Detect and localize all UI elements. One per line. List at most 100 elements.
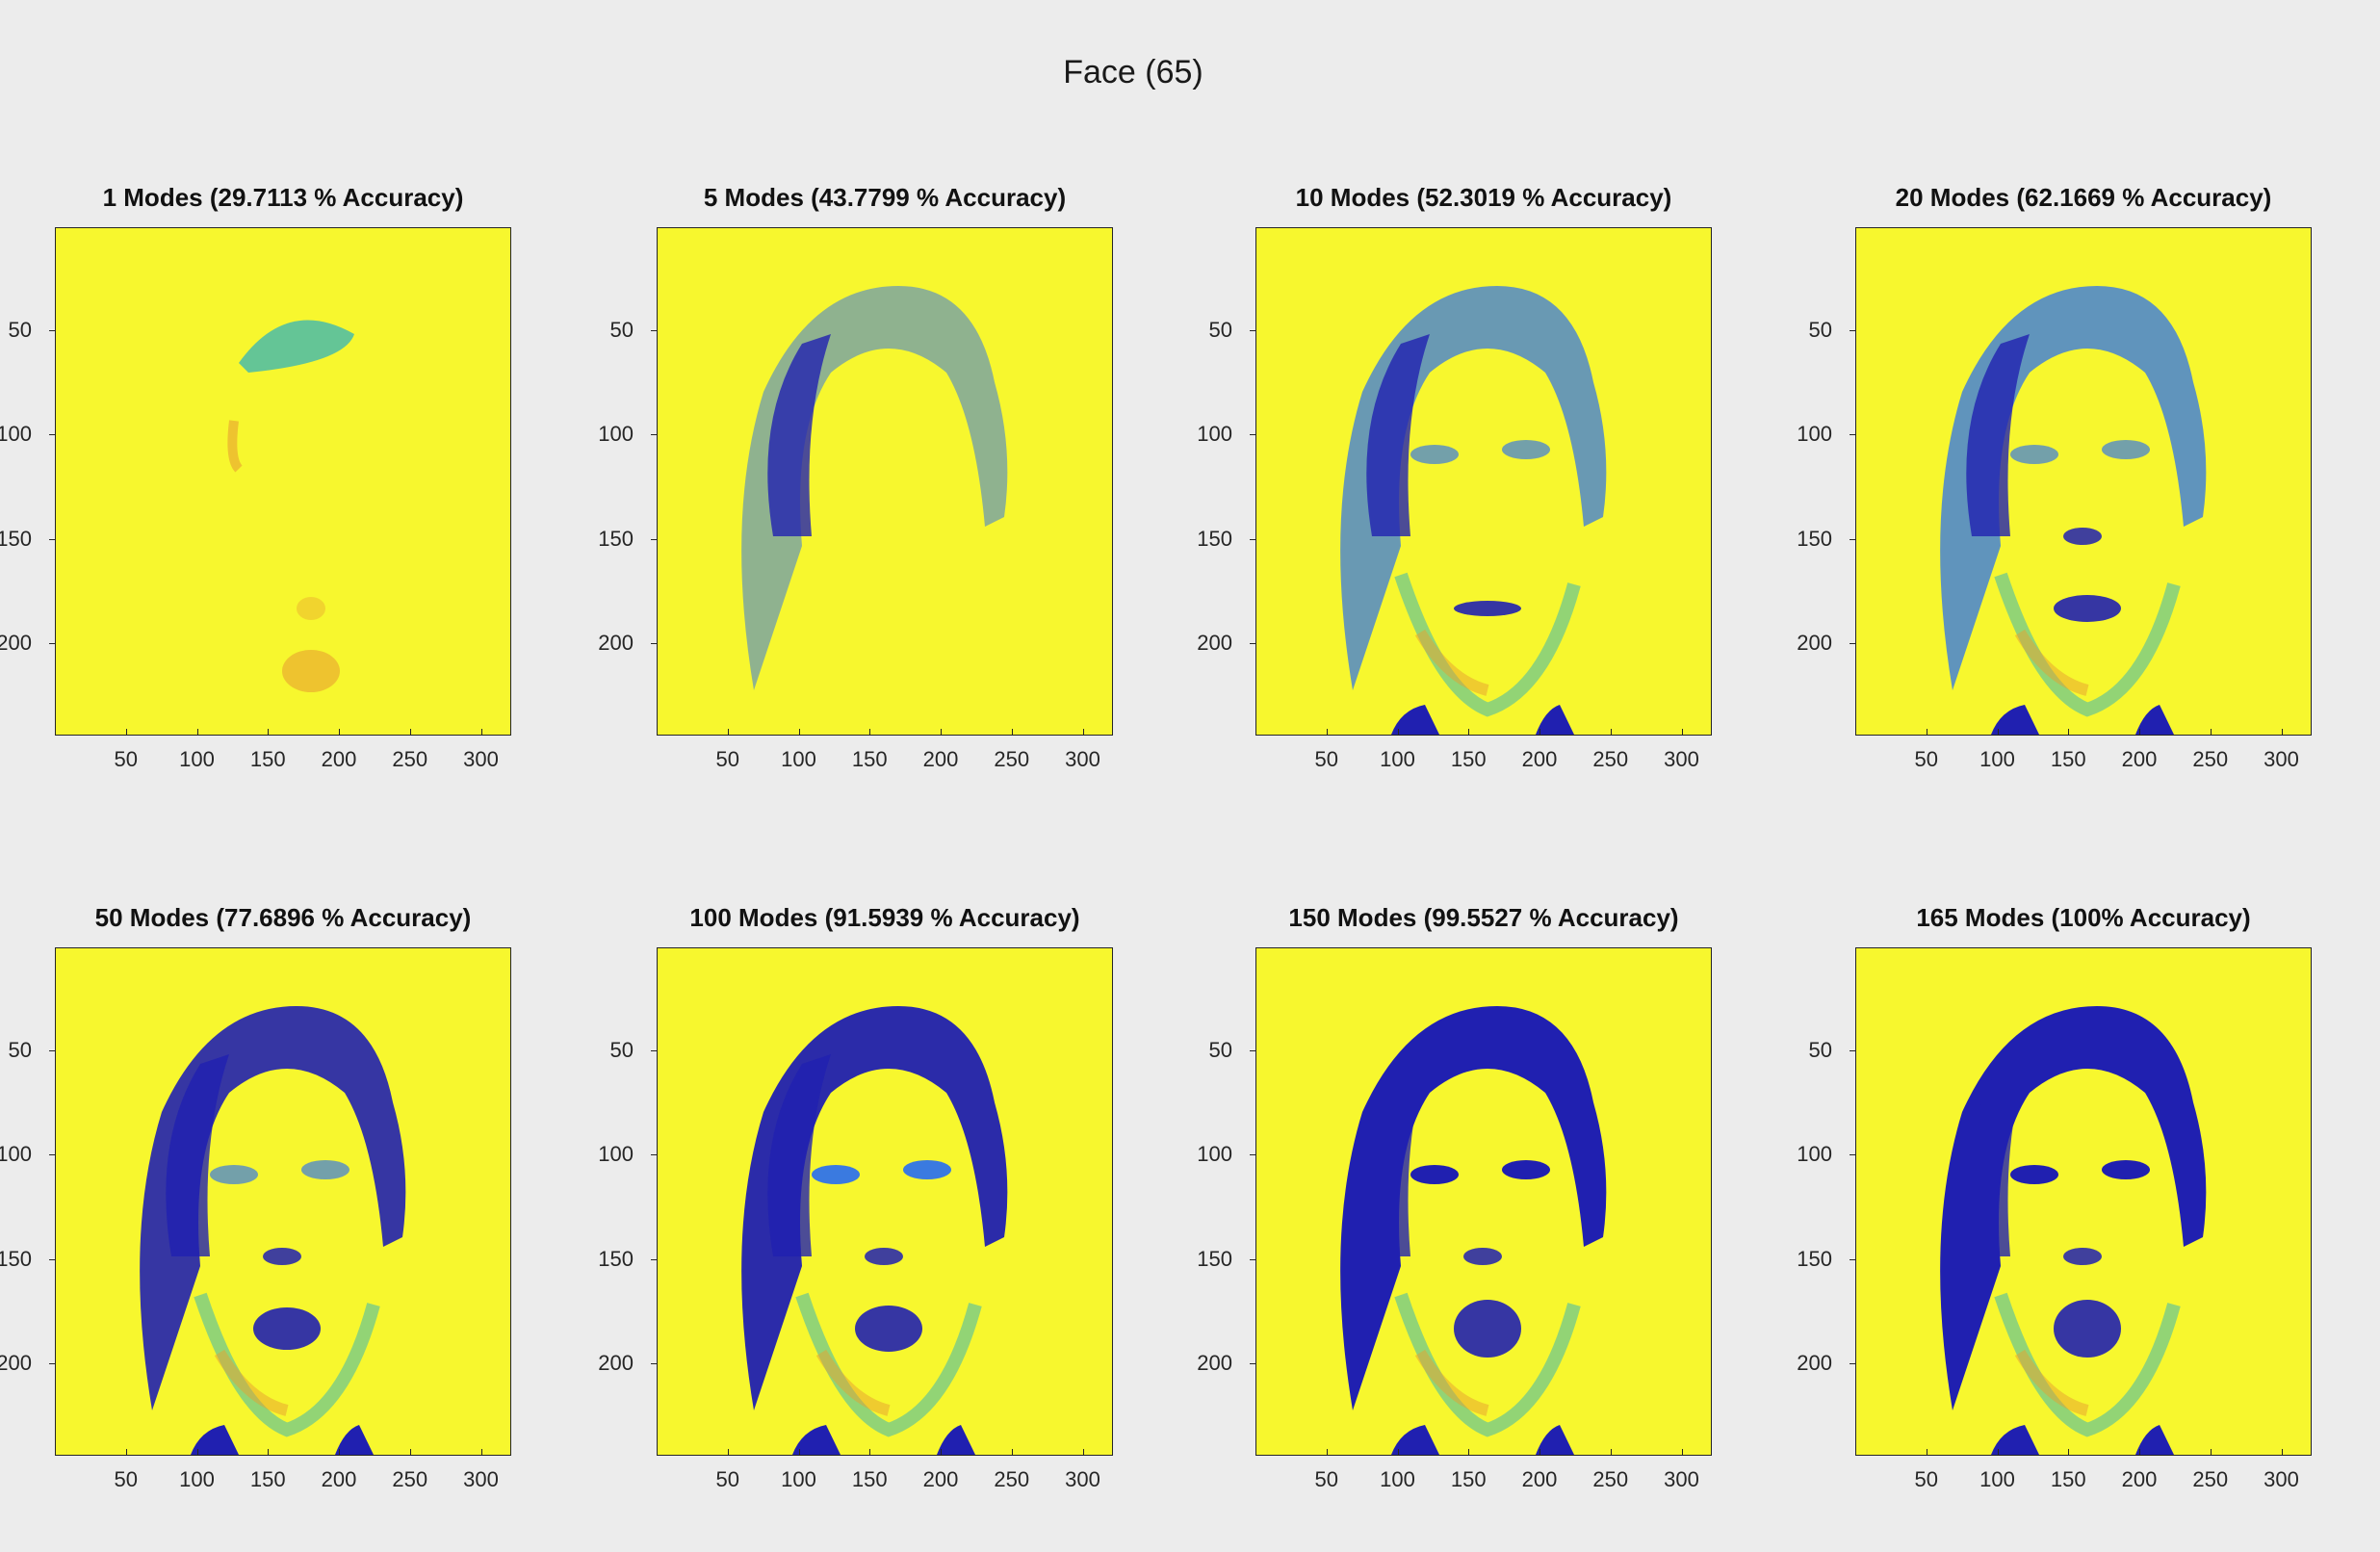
x-tick-label: 250 [392, 747, 428, 771]
collar-right [937, 1425, 975, 1455]
collar-right [2135, 705, 2174, 735]
left-eye [2010, 1165, 2058, 1184]
x-tick-label: 50 [114, 747, 138, 771]
left-eye [210, 1165, 258, 1184]
x-tick-label: 100 [781, 1467, 816, 1491]
subplot-title: 50 Modes (77.6896 % Accuracy) [94, 903, 472, 932]
x-tick-label: 300 [1664, 1467, 1699, 1491]
mouth [2054, 1300, 2121, 1358]
right-eye [1502, 1160, 1550, 1179]
x-tick-label: 100 [179, 1467, 215, 1491]
left-eye [1410, 445, 1459, 464]
subplot: 1 Modes (29.7113 % Accuracy) 50 100 150 200 5… [0, 183, 511, 771]
collar-left [1391, 705, 1439, 735]
subplot-title: 165 Modes (100% Accuracy) [1916, 903, 2251, 932]
x-tick-label: 300 [1664, 747, 1699, 771]
reconstruction-image [55, 947, 511, 1456]
collar-right [1536, 705, 1574, 735]
right-eye [903, 1160, 951, 1179]
x-tick-label: 150 [851, 747, 888, 771]
hair-strand [1366, 334, 1430, 536]
x-tick-label: 50 [1914, 747, 1938, 771]
mouth [1454, 1300, 1521, 1358]
subplot: 50 Modes (77.6896 % Accuracy) 50 100 150 200… [0, 903, 511, 1491]
x-tick-label: 50 [715, 1467, 739, 1491]
y-tick-label: 200 [1197, 1350, 1232, 1375]
nose [263, 1248, 301, 1265]
mouth [253, 1307, 321, 1350]
reconstruction-image [1255, 947, 1712, 1456]
y-tick-label: 200 [0, 630, 32, 655]
y-tick-label: 100 [598, 1142, 634, 1167]
y-tick-label: 200 [1797, 1350, 1832, 1375]
collar-left [191, 1425, 239, 1455]
x-tick-label: 150 [249, 747, 286, 771]
collar-left [1991, 705, 2039, 735]
collar-right [2135, 1425, 2174, 1455]
x-tick-label: 50 [1314, 747, 1338, 771]
collar-right [1536, 1425, 1574, 1455]
y-tick-label: 150 [598, 526, 634, 551]
nose [1463, 1248, 1502, 1265]
y-tick-label: 150 [0, 526, 32, 551]
x-tick-label: 50 [715, 747, 739, 771]
subplot-title: 100 Modes (91.5939 % Accuracy) [689, 903, 1080, 932]
hair-strand [1966, 1054, 2030, 1256]
mouth-blob [297, 597, 325, 620]
reconstruction-image [657, 227, 1113, 736]
x-tick-label: 150 [2050, 747, 2086, 771]
x-tick-label: 250 [1592, 747, 1629, 771]
x-tick-label: 200 [1521, 1467, 1558, 1491]
subplot: 5 Modes (43.7799 % Accuracy) 50 100 150 200 5… [598, 183, 1113, 771]
jaw-shade [2014, 1349, 2089, 1416]
image-background [56, 228, 510, 735]
y-tick-label: 200 [1197, 630, 1232, 655]
hair-strand [1366, 1054, 1430, 1256]
y-tick-label: 50 [609, 318, 634, 343]
hair-blob [239, 320, 354, 373]
subplot-title: 1 Modes (29.7113 % Accuracy) [102, 183, 464, 212]
y-tick-label: 150 [598, 1246, 634, 1271]
jaw-shade [815, 1349, 891, 1416]
y-tick-label: 150 [1797, 1246, 1832, 1271]
y-tick-label: 100 [1197, 422, 1232, 447]
y-tick-label: 150 [0, 1246, 32, 1271]
x-tick-label: 300 [2264, 1467, 2299, 1491]
collar-left [1391, 1425, 1439, 1455]
y-tick-label: 200 [1797, 630, 1832, 655]
x-tick-label: 200 [922, 1467, 959, 1491]
y-tick-label: 100 [0, 422, 32, 447]
y-tick-label: 100 [1797, 1142, 1832, 1167]
reconstruction-image [55, 227, 511, 736]
reconstruction-image [1255, 227, 1712, 736]
subplot: 100 Modes (91.5939 % Accuracy) 50 100 150 20… [598, 903, 1113, 1491]
subplot: 165 Modes (100% Accuracy) 50 100 150 200 50 10… [1797, 903, 2312, 1491]
x-tick-label: 100 [781, 747, 816, 771]
y-tick-label: 150 [1797, 526, 1832, 551]
x-tick-label: 200 [1521, 747, 1558, 771]
x-tick-label: 100 [1979, 747, 2015, 771]
y-tick-label: 200 [598, 630, 634, 655]
subplot-title: 150 Modes (99.5527 % Accuracy) [1288, 903, 1679, 932]
x-tick-label: 50 [114, 1467, 138, 1491]
subplot-title: 10 Modes (52.3019 % Accuracy) [1295, 183, 1672, 212]
y-tick-label: 50 [1208, 318, 1232, 343]
x-tick-label: 300 [1065, 747, 1100, 771]
x-tick-label: 200 [321, 747, 357, 771]
x-tick-label: 150 [249, 1467, 286, 1491]
x-tick-label: 250 [392, 1467, 428, 1491]
collar-left [792, 1425, 841, 1455]
hair-strand [767, 334, 831, 536]
hair-strand [1966, 334, 2030, 536]
subplot: 150 Modes (99.5527 % Accuracy) 50 100 150 20… [1197, 903, 1712, 1491]
x-tick-label: 250 [994, 747, 1030, 771]
y-tick-label: 50 [8, 318, 32, 343]
y-tick-label: 150 [1197, 526, 1232, 551]
y-tick-label: 50 [1808, 318, 1832, 343]
jaw-shade [2014, 629, 2089, 696]
x-tick-label: 300 [1065, 1467, 1100, 1491]
reconstruction-image [1855, 227, 2312, 736]
y-tick-label: 200 [0, 1350, 32, 1375]
jaw-shade [214, 1349, 289, 1416]
x-tick-label: 300 [2264, 747, 2299, 771]
